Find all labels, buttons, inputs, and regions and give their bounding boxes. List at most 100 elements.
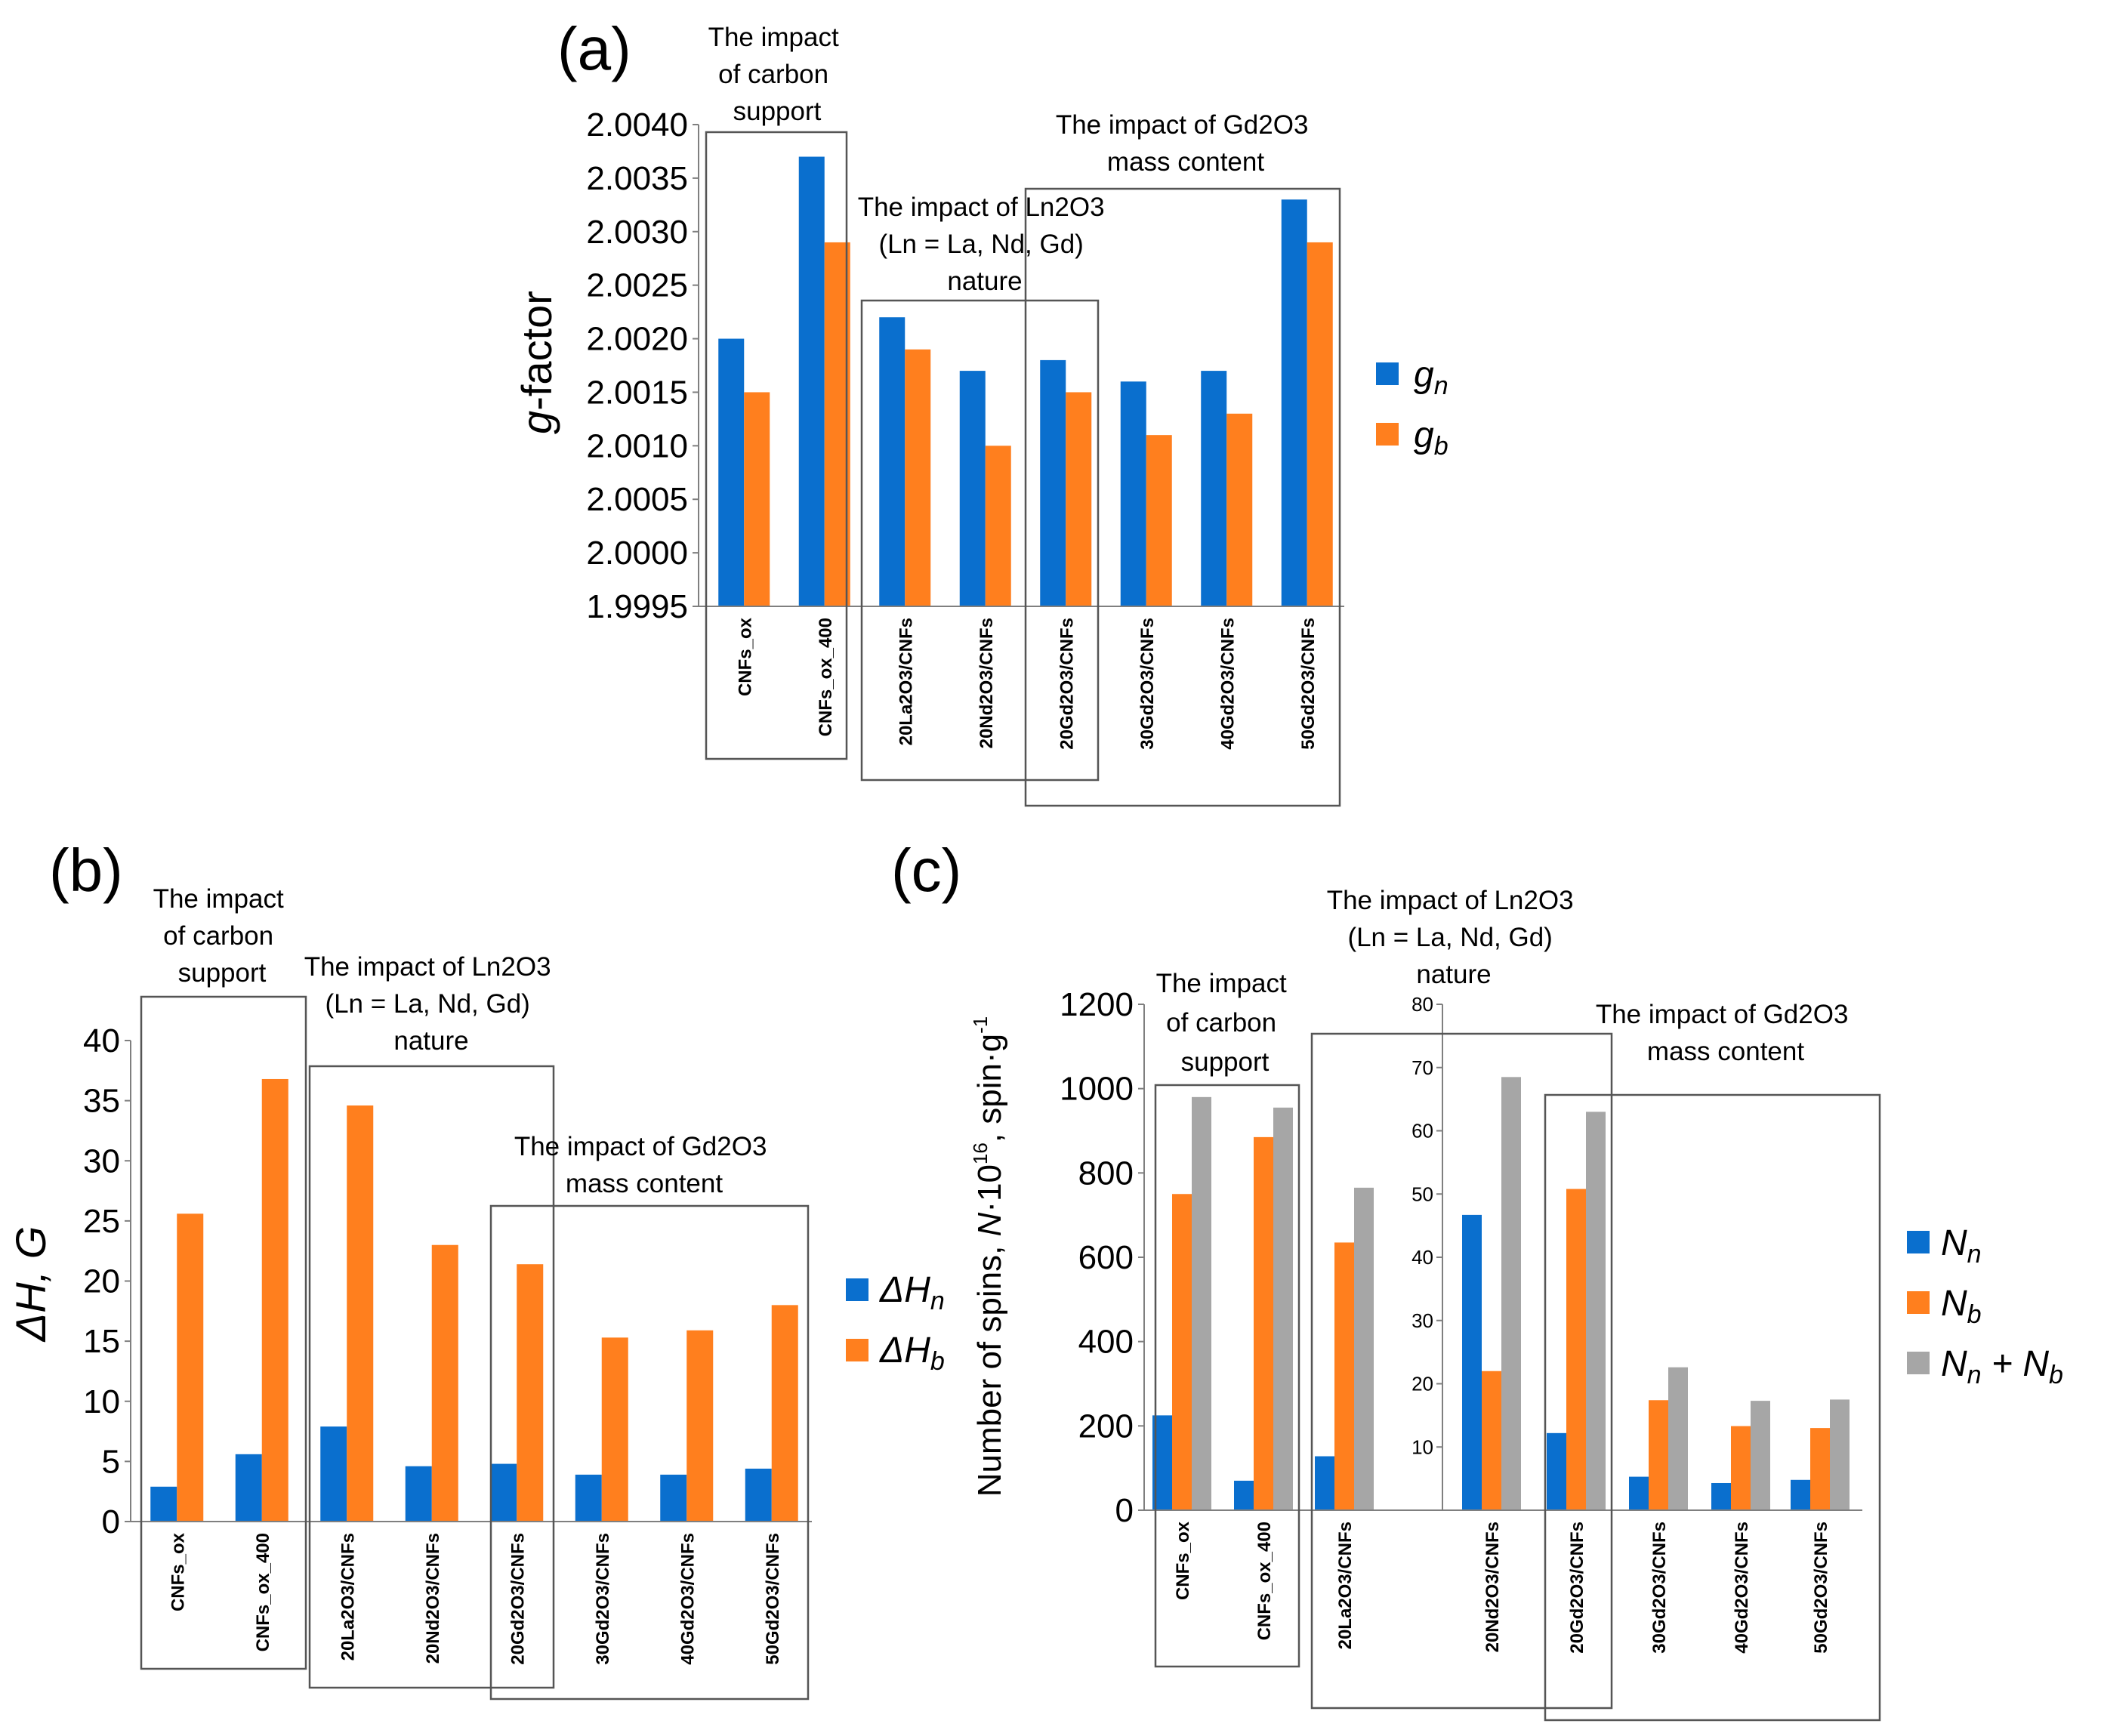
y-tick-label: 2.0035 [586,160,688,197]
y-tick-label: 600 [1078,1239,1134,1276]
legend-sub2: b [2049,1361,2063,1389]
bar-ΔHb-7 [771,1305,798,1522]
bar-ΔHb-0 [177,1213,204,1522]
annotation-line: nature [1416,960,1491,989]
legend-sub: n [1434,372,1448,400]
bar-NnNb-5 [1668,1367,1688,1510]
legend-sub: b [1967,1300,1982,1329]
annotation-line: support [1181,1047,1270,1077]
legend-base2: N [2022,1344,2049,1384]
annotation-line: The impact of Ln2O3 [1327,886,1574,915]
y-tick-label: 80 [1411,993,1433,1016]
y-tick-label: 2.0015 [586,374,688,411]
y-tick-label: 40 [1411,1246,1433,1269]
panel-label-c: (c) [891,837,961,904]
bar-Nb-5 [1649,1400,1668,1510]
category-label: 20Gd2O3/CNFs [508,1533,528,1665]
y-tick-marks [693,124,699,607]
y-tick-label: 2.0010 [586,427,688,464]
category-label: 20La2O3/CNFs [896,618,916,745]
annotation-line: mass content [1107,147,1264,177]
y-axis-title-suffix: , spin·g [971,1034,1008,1142]
y-axis-title-sup: 16 [969,1142,992,1164]
frame-gd-content [1024,187,1341,807]
y-tick-label: 35 [83,1083,120,1120]
y-axis-title-italic: N [971,1212,1008,1236]
y-axis-title: ΔH, G [7,1226,54,1343]
y-tick-label: 30 [83,1142,120,1179]
category-label: CNFs_ox_400 [1254,1522,1275,1640]
category-label: CNFs_ox_400 [816,618,836,736]
category-label: 20La2O3/CNFs [1335,1522,1356,1649]
frame-carbon-support [1154,1084,1300,1668]
y-axis-title-italic: g [513,411,560,434]
bar-Nb-0 [1172,1194,1192,1510]
bar-ΔHn-6 [660,1474,687,1522]
y-tick-labels-right: 10 20 30 40 50 60 70 80 [1411,993,1433,1458]
y-axis-title-mid: ·10 [971,1164,1008,1213]
legend-label-dhb: ΔHb [879,1331,945,1376]
y-tick-label: 40 [83,1022,120,1059]
category-label: CNFs_ox [1173,1521,1193,1600]
legend-label-gn: gn [1414,355,1448,400]
bar-gb-2 [905,349,931,606]
bar-Nb-4 [1566,1189,1586,1510]
y-axis-title: g-factor [513,291,560,434]
bar-ΔHb-1 [261,1078,288,1522]
legend-sub: n [1967,1240,1982,1269]
legend: gn gb [1376,355,1448,461]
legend-label-nb: Nb [1941,1284,1982,1329]
bar-Nn-4 [1547,1432,1566,1510]
annotation-carbon-support: The impact of carbon support [708,23,847,126]
bar-gb-6 [1226,413,1253,606]
annotation-line: of carbon [1166,1008,1276,1038]
annotation-line: support [178,958,267,988]
category-label: CNFs_ox_400 [253,1533,273,1651]
annotation-line: The impact [1156,969,1287,998]
annotation-line: mass content [566,1169,723,1198]
category-labels: CNFs_ox CNFs_ox_400 20La2O3/CNFs 20Nd2O3/CN… [1173,1521,1831,1653]
bar-gn-1 [798,156,825,607]
panel-a: (a) 1.9995 2.0000 2.0005 2.0010 2.0015 2.0020… [513,15,1448,807]
legend-swatch-gb [1376,423,1399,446]
category-label: 20Gd2O3/CNFs [1057,618,1077,750]
annotation-line: (Ln = La, Nd, Gd) [1347,923,1552,952]
frame-ln-nature [1310,1032,1613,1710]
category-label: CNFs_ox [735,617,755,696]
annotation-carbon-support: The impact of carbon support [153,884,292,988]
bar-ΔHb-6 [686,1330,714,1522]
category-label: 20Nd2O3/CNFs [1482,1522,1503,1652]
panel-b: (b) 0 5 10 15 20 25 30 35 40 CNFs_ox CNFs_ox_400 2… [7,837,945,1701]
frame-ln-nature [308,1065,555,1689]
y-tick-label: 5 [102,1443,120,1480]
legend-swatch-dhn [846,1278,868,1301]
category-label: 40Gd2O3/CNFs [1217,618,1238,750]
legend-base: ΔH [879,1270,930,1310]
bars [1152,1077,1850,1510]
legend: ΔHn ΔHb [846,1270,945,1376]
bar-Nb-3 [1482,1371,1501,1510]
y-tick-label: 0 [102,1503,120,1540]
annotation-line: mass content [1647,1037,1804,1066]
legend-sub: b [930,1347,945,1376]
bar-Nb-1 [1254,1136,1273,1510]
annotation-line: nature [393,1026,468,1056]
y-tick-label: 2.0005 [586,481,688,518]
bar-ΔHn-0 [150,1486,177,1522]
panel-label-b: (b) [49,837,123,904]
y-tick-label: 2.0030 [586,214,688,251]
annotation-line: (Ln = La, Nd, Gd) [325,989,529,1019]
bar-gn-3 [959,371,986,606]
annotation-line: The impact [153,884,284,914]
y-axis-title-prefix: Number of spins, [971,1236,1008,1497]
y-axis-title-sup: -1 [969,1016,992,1034]
category-label: 50Gd2O3/CNFs [1298,618,1319,750]
bar-ΔHb-5 [601,1337,628,1522]
bar-Nn-5 [1629,1476,1649,1510]
bar-gn-4 [1040,359,1066,606]
y-tick-label: 2.0025 [586,267,688,304]
y-tick-label: 30 [1411,1309,1433,1332]
legend-swatch-dhb [846,1339,868,1361]
bars [150,1078,798,1522]
bar-gb-5 [1146,435,1172,606]
